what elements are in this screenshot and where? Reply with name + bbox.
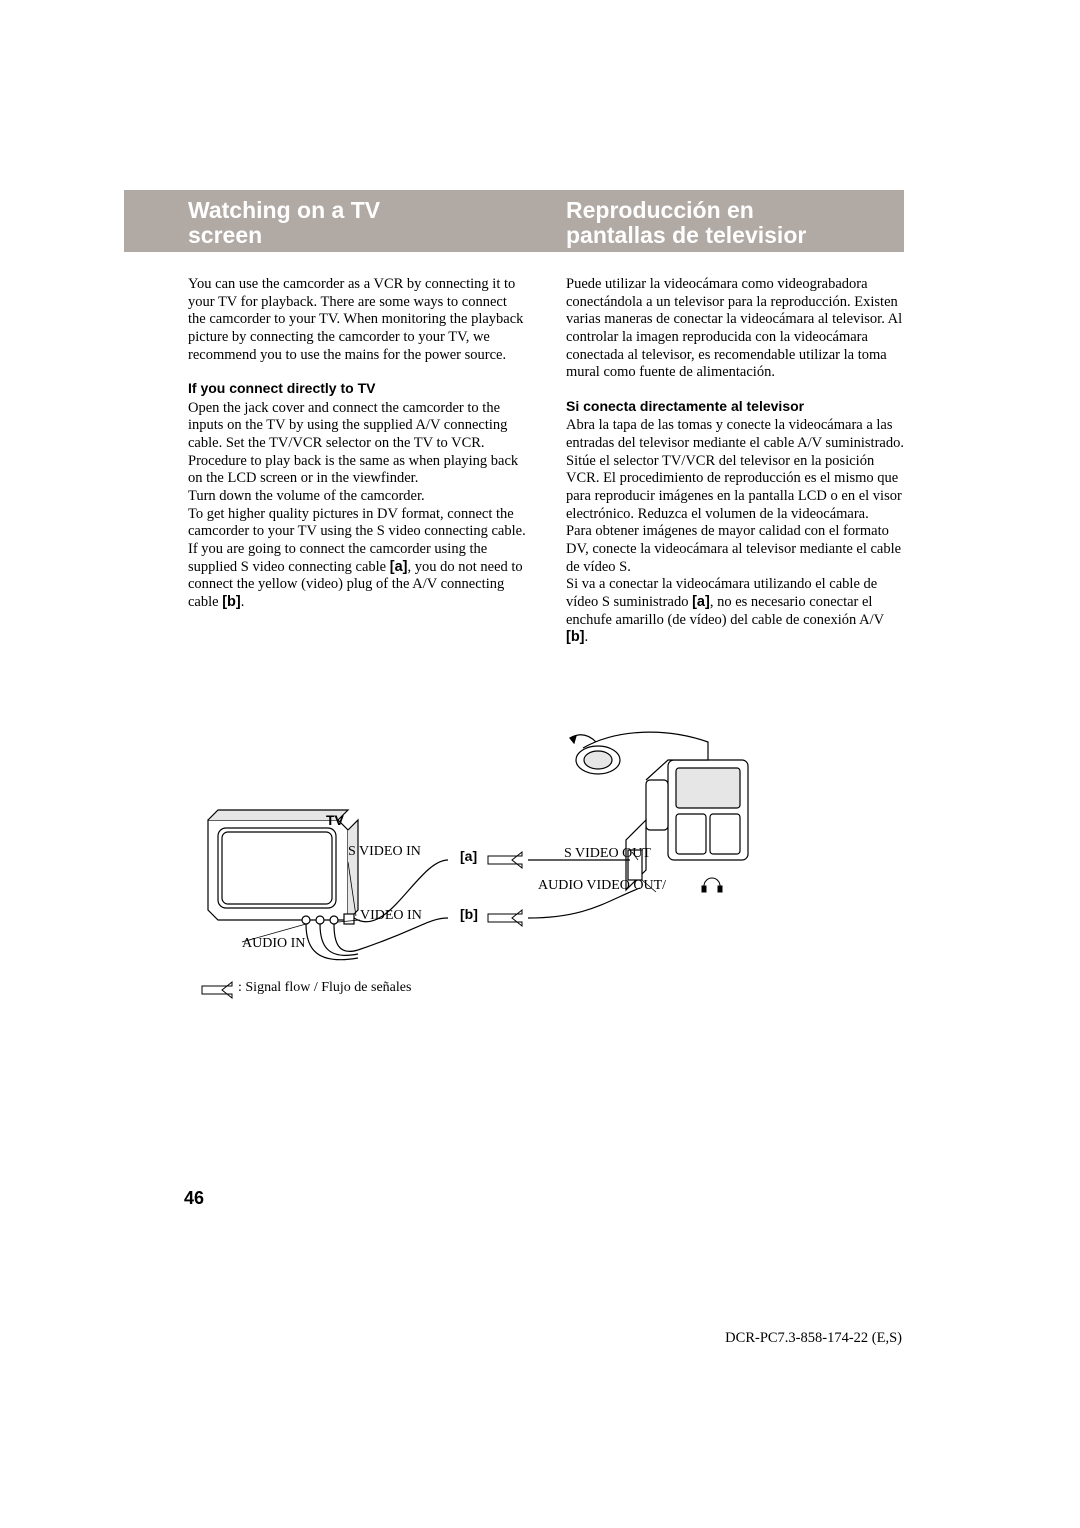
footer-code: DCR-PC7.3-858-174-22 (E,S) — [725, 1330, 902, 1347]
heading-right-line1: Reproducción en — [566, 197, 754, 223]
ref-b: [b] — [222, 594, 241, 610]
headphone-icon — [702, 878, 722, 892]
right-column: Puede utilizar la videocámara como video… — [566, 276, 904, 647]
right-subhead: Si conecta directamente al televisor — [566, 398, 904, 415]
label-signal-flow: : Signal flow / Flujo de señales — [238, 980, 411, 996]
signal-flow-legend-arrow — [202, 982, 232, 998]
arrow-b — [488, 910, 522, 926]
right-para3: Si va a conectar la videocámara utilizan… — [566, 576, 904, 647]
right-intro: Puede utilizar la videocámara como video… — [566, 276, 904, 382]
left-intro: You can use the camcorder as a VCR by co… — [188, 276, 526, 364]
right-para3c: . — [585, 629, 589, 645]
heading-left: Watching on a TV screen — [188, 198, 526, 249]
ref-a-es: [a] — [692, 594, 710, 610]
label-video-in: VIDEO IN — [360, 908, 422, 924]
left-column: You can use the camcorder as a VCR by co… — [188, 276, 526, 647]
label-ref-b: [b] — [460, 906, 478, 922]
page-number: 46 — [184, 1188, 204, 1209]
label-ref-a: [a] — [460, 848, 477, 864]
label-s-video-in: S VIDEO IN — [348, 844, 421, 860]
left-para4c: . — [241, 594, 245, 610]
ref-a: [a] — [390, 559, 408, 575]
camcorder-icon — [570, 732, 748, 890]
heading-right: Reproducción en pantallas de televisior — [566, 198, 904, 249]
label-tv: TV — [326, 812, 344, 828]
arrow-a — [488, 852, 522, 868]
left-para3: To get higher quality pictures in DV for… — [188, 506, 526, 541]
right-para1: Abra la tapa de las tomas y conecte la v… — [566, 417, 904, 523]
label-s-video-out: S VIDEO OUT — [564, 846, 651, 862]
headings-row: Watching on a TV screen Reproducción en … — [188, 198, 904, 249]
left-para2: Turn down the volume of the camcorder. — [188, 488, 526, 506]
ref-b-es: [b] — [566, 629, 585, 645]
label-audio-in: AUDIO IN — [242, 936, 305, 952]
left-para1: Open the jack cover and connect the camc… — [188, 400, 526, 488]
left-para4: If you are going to connect the camcorde… — [188, 541, 526, 612]
label-audio-video-out: AUDIO VIDEO OUT/ — [538, 878, 666, 894]
heading-left-line1: Watching on a TV — [188, 197, 380, 223]
heading-left-line2: screen — [188, 222, 262, 248]
right-para2: Para obtener imágenes de mayor calidad c… — [566, 523, 904, 576]
manual-page: Watching on a TV screen Reproducción en … — [0, 0, 1080, 1528]
left-subhead: If you connect directly to TV — [188, 380, 526, 397]
connection-diagram: TV S VIDEO IN VIDEO IN AUDIO IN [a] [b] … — [188, 720, 904, 1040]
heading-right-line2: pantallas de televisior — [566, 222, 806, 248]
content-columns: You can use the camcorder as a VCR by co… — [188, 276, 904, 647]
